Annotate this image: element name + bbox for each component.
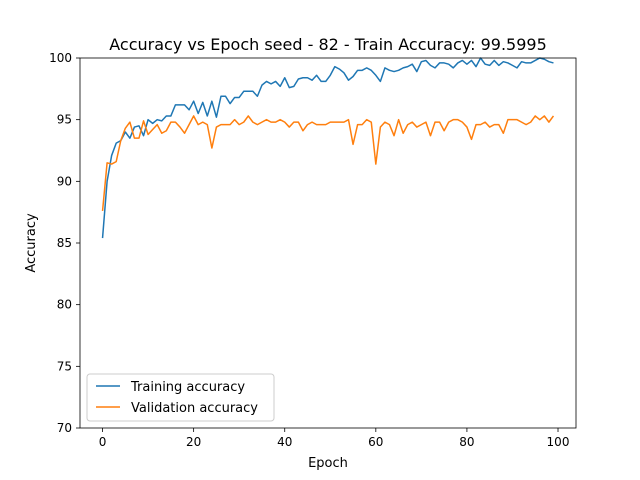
legend-label-validation: Validation accuracy — [131, 401, 258, 416]
x-axis-label: Epoch — [308, 456, 348, 471]
x-tick-label: 20 — [186, 435, 201, 449]
legend-frame — [86, 373, 275, 422]
x-tick-label: 100 — [547, 435, 570, 449]
y-axis-label: Accuracy — [24, 213, 39, 273]
legend-label-training: Training accuracy — [130, 380, 245, 395]
y-tick-label: 95 — [57, 113, 72, 127]
training-accuracy-line — [101, 57, 554, 239]
x-tick-label: 60 — [368, 435, 383, 449]
y-tick-label: 70 — [57, 421, 72, 435]
x-tick-label: 40 — [277, 435, 292, 449]
chart-title: Accuracy vs Epoch seed - 82 - Train Accu… — [109, 35, 547, 54]
x-axis-ticks: 0 20 40 60 80 100 — [99, 428, 570, 449]
x-tick-label: 0 — [99, 435, 107, 449]
y-tick-label: 90 — [57, 174, 72, 188]
y-tick-label: 75 — [57, 359, 72, 373]
y-axis-ticks: 70 75 80 85 90 95 100 — [49, 51, 80, 435]
y-tick-label: 80 — [57, 298, 72, 312]
y-tick-label: 100 — [49, 51, 72, 65]
legend: Training accuracy Validation accuracy — [86, 373, 275, 422]
y-tick-label: 85 — [57, 236, 72, 250]
validation-accuracy-line — [101, 115, 555, 212]
x-tick-label: 80 — [459, 435, 474, 449]
plot-lines — [101, 57, 555, 239]
